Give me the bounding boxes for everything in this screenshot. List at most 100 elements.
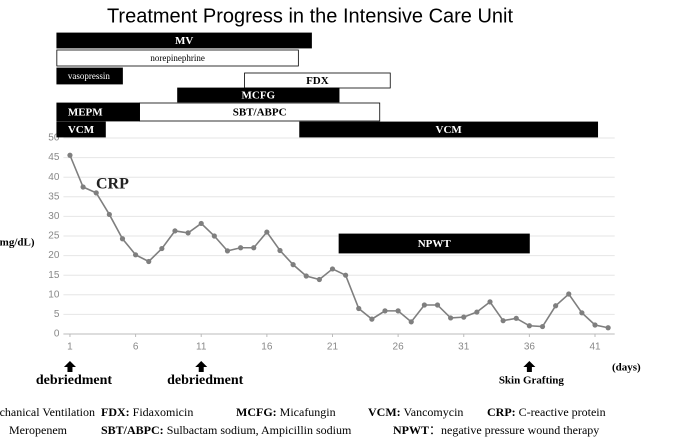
data-point	[369, 316, 375, 322]
treatment-bar	[56, 67, 123, 85]
x-tick-label: 26	[393, 342, 405, 353]
data-point	[461, 314, 467, 320]
legend-abbr: MCFG:	[236, 405, 277, 419]
data-point	[500, 318, 506, 324]
legend-item: SBT/ABPC: Sulbactam sodium, Ampicillin s…	[101, 423, 352, 437]
legend-item: Mechanical Ventilation	[0, 405, 95, 419]
y-tick-label: 10	[48, 289, 60, 300]
legend-text: Micafungin	[277, 405, 336, 419]
legend-item: VCM: Vancomycin	[368, 405, 463, 419]
y-axis-label: (mg/dL)	[0, 237, 35, 249]
treatment-label: norepinephrine	[150, 53, 204, 63]
legend-item: MCFG: Micafungin	[236, 405, 336, 419]
arrow	[195, 361, 208, 372]
treatment-label: MEPM	[68, 107, 103, 119]
legend-abbr: CRP:	[487, 405, 516, 419]
treatment-bar	[177, 87, 340, 103]
legend-abbr: SBT/ABPC:	[101, 423, 164, 437]
legend-text: Fidaxomicin	[130, 405, 194, 419]
x-axis-label: (days)	[612, 362, 641, 374]
data-point	[526, 323, 532, 329]
legend-item: FDX: Fidaxomicin	[101, 405, 193, 419]
data-point	[474, 309, 480, 315]
y-tick-label: 40	[48, 172, 60, 183]
data-point	[316, 276, 322, 283]
chart-title: Treatment Progress in the Intensive Care…	[107, 5, 514, 27]
treatment-label: MCFG	[242, 90, 276, 102]
data-point	[539, 323, 546, 330]
treatment-label: vasopressin	[68, 71, 110, 81]
data-point	[329, 266, 336, 272]
x-tick-label: 41	[589, 342, 601, 353]
legend-text: Sulbactam sodium, Ampicillin sodium	[164, 423, 352, 437]
legend-item: Meropenem	[9, 423, 68, 437]
treatment-bar	[56, 49, 299, 67]
treatment-bar	[338, 233, 530, 254]
data-point	[592, 322, 598, 328]
legend-text: Mechanical Ventilation	[0, 405, 95, 419]
legend-item: CRP: C-reactive protein	[487, 405, 606, 419]
annotation-label: debriedment	[36, 373, 113, 388]
data-point	[80, 184, 86, 190]
data-point	[119, 236, 126, 242]
y-tick-label: 45	[48, 152, 60, 163]
data-point	[93, 190, 99, 196]
data-point	[421, 302, 427, 308]
x-tick-label: 1	[67, 342, 73, 353]
data-point	[434, 302, 441, 308]
data-point	[553, 303, 559, 309]
treatment-label: SBT/ABPC	[233, 107, 287, 119]
legend-text: Vancomycin	[401, 405, 464, 419]
y-tick-label: 35	[48, 191, 60, 202]
data-point	[487, 299, 493, 305]
data-point	[343, 272, 349, 278]
legend-text: Meropenem	[9, 423, 68, 437]
y-tick-label: 0	[54, 329, 60, 340]
y-tick-label: 50	[48, 133, 60, 144]
data-point	[198, 220, 204, 227]
series-label: CRP	[96, 176, 129, 193]
x-tick-label: 6	[133, 342, 139, 353]
x-tick-label: 11	[196, 342, 207, 353]
data-point	[566, 291, 572, 297]
data-point	[395, 308, 401, 314]
data-point	[238, 245, 244, 251]
data-point	[579, 310, 585, 316]
annotation-label: Skin Grafting	[499, 375, 565, 387]
data-point	[146, 258, 152, 265]
data-point	[211, 233, 217, 239]
y-tick-label: 5	[54, 309, 60, 320]
data-point	[605, 325, 611, 331]
y-tick-label: 20	[48, 250, 60, 261]
x-tick-label: 31	[458, 342, 470, 353]
data-point	[356, 305, 362, 312]
data-point	[224, 248, 231, 254]
data-point	[448, 315, 454, 321]
treatment-label: FDX	[306, 75, 329, 87]
y-tick-label: 30	[48, 211, 60, 222]
data-point	[185, 230, 191, 236]
treatment-label: VCM	[436, 124, 463, 136]
annotation-label: debriedment	[167, 373, 244, 388]
data-point	[159, 245, 165, 252]
data-point	[408, 319, 414, 325]
arrow	[523, 361, 536, 372]
legend-abbr: FDX:	[101, 405, 130, 419]
treatment-label: MV	[175, 35, 193, 47]
data-point	[277, 247, 283, 254]
data-point	[251, 245, 257, 251]
y-tick-label: 15	[48, 270, 60, 281]
data-point	[67, 152, 73, 158]
treatment-bar	[56, 32, 312, 49]
treatment-label: VCM	[68, 124, 95, 136]
data-point	[513, 315, 519, 321]
treatment-label: NPWT	[418, 238, 452, 250]
arrow	[63, 361, 76, 372]
data-point	[172, 228, 178, 234]
treatment-bar	[56, 121, 106, 138]
x-tick-label: 16	[261, 342, 273, 353]
legend-item: NPWT：negative pressure wound therapy	[393, 423, 599, 437]
data-point	[290, 262, 296, 268]
x-tick-label: 36	[524, 342, 536, 353]
